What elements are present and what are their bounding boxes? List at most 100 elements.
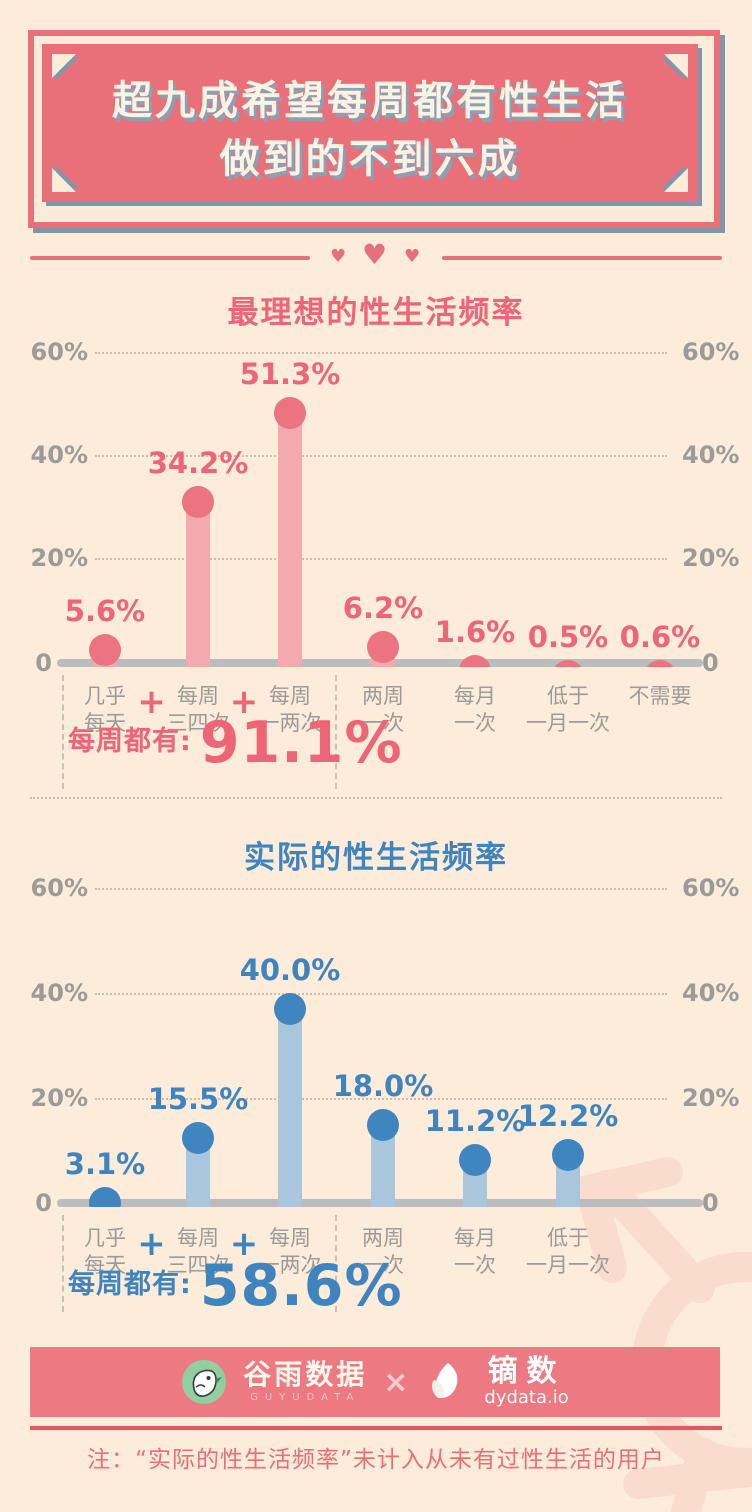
main-title-line2: 做到的不到六成 (219, 136, 521, 182)
corner-triangle-top-left (52, 54, 76, 78)
y-zero-label-right: 0 (702, 649, 719, 677)
category-label: 低于 一月一次 (502, 683, 634, 737)
summary-bracket-line (62, 675, 64, 789)
y-tick-label-right: 60% (682, 874, 740, 902)
grid-line (95, 1098, 667, 1100)
title-frame (28, 30, 720, 228)
lollipop-dot (367, 1108, 399, 1141)
y-zero-label-right: 0 (702, 1189, 719, 1217)
lollipop-bar (278, 411, 302, 667)
lollipop-dot (274, 397, 306, 430)
dydata-logo-text: 镝数 dydata.io (484, 1356, 568, 1408)
lollipop-dot (552, 660, 584, 667)
category-label: 每周 三四次 (132, 1225, 264, 1279)
lollipop-clip-area (0, 828, 752, 1207)
summary-bracket-line (335, 675, 337, 789)
category-label-line: 一次 (362, 711, 404, 735)
section-separator (30, 797, 722, 799)
lollipop-dot (182, 485, 214, 518)
y-zero-label-left: 0 (35, 1189, 52, 1217)
weekly-summary: 每周都有: 58.6% (68, 1258, 403, 1315)
value-label: 3.1% (64, 1146, 146, 1181)
category-label-line: 一两次 (258, 1253, 322, 1277)
lollipop-dot (644, 659, 676, 667)
weekly-summary-label: 每周都有: (68, 1269, 192, 1300)
category-label-line: 每月 (454, 1226, 496, 1250)
lollipop-dot (459, 1144, 491, 1177)
weekly-summary: 每周都有: 91.1% (68, 710, 403, 776)
y-zero-label-left: 0 (35, 649, 52, 677)
lollipop-clip-area (0, 285, 752, 667)
footer-accent-line (30, 1426, 722, 1430)
category-label-line: 每月 (454, 684, 496, 708)
lollipop-dot (89, 1186, 121, 1207)
corner-triangle-bottom-right (664, 168, 688, 192)
lollipop-dot (89, 633, 121, 666)
lollipop-bar (186, 499, 210, 667)
y-tick-label-left: 20% (30, 544, 88, 572)
category-label-line: 每周 (269, 1226, 311, 1250)
y-tick-label-left: 40% (30, 979, 88, 1007)
category-label: 低于 一月一次 (502, 1225, 634, 1279)
value-label: 15.5% (147, 1081, 249, 1116)
category-label-line: 低于 (547, 1226, 589, 1250)
category-label-line: 几乎 (84, 684, 126, 708)
category-label: 每月 一次 (409, 683, 541, 737)
chart-title: 最理想的性生活频率 (227, 295, 525, 331)
category-label: 每周 一两次 (224, 1225, 356, 1279)
main-title-line1: 超九成希望每周都有性生活 (112, 78, 628, 124)
y-tick-label-left: 40% (30, 441, 88, 469)
weekly-summary-value: 91.1% (199, 710, 403, 776)
category-label-line: 一月一次 (526, 711, 610, 735)
category-label: 两周 一次 (317, 1225, 449, 1279)
category-label: 不需要 (594, 683, 726, 710)
category-label-line: 几乎 (84, 1226, 126, 1250)
value-label: 34.2% (147, 445, 249, 480)
grid-line (95, 455, 667, 457)
category-label-line: 每周 (177, 684, 219, 708)
y-tick-label-right: 40% (682, 441, 740, 469)
lollipop-dot (182, 1121, 214, 1154)
category-label-line: 一两次 (258, 711, 322, 735)
footer-logo-bar: 谷雨数据 GUYUDATA × 镝数 dydata.io (30, 1347, 720, 1417)
category-label-line: 三四次 (166, 1253, 230, 1277)
chart-ideal-frequency: 最理想的性生活频率 60% 60% 40% 40% 20% 20% 0 0 5.6% 34.2% 51… (0, 285, 752, 797)
value-label: 0.5% (527, 620, 609, 655)
y-tick-label-right: 20% (682, 544, 740, 572)
category-label: 两周 一次 (317, 683, 449, 737)
y-tick-label-right: 40% (682, 979, 740, 1007)
category-label-line: 低于 (547, 684, 589, 708)
category-label-line: 三四次 (166, 711, 230, 735)
category-label-line: 每天 (84, 1253, 126, 1277)
category-label-line: 每周 (177, 1226, 219, 1250)
category-label: 几乎 每天 (39, 1225, 171, 1279)
category-label-line: 每天 (84, 711, 126, 735)
footnote: 注：“实际的性生活频率”未计入从未有过性生活的用户 (87, 1447, 665, 1473)
summary-bracket-line (335, 1215, 337, 1312)
value-label: 1.6% (434, 614, 516, 649)
lollipop-dot (552, 1138, 584, 1171)
value-label: 11.2% (424, 1104, 526, 1139)
plus-icon: + (229, 1224, 259, 1264)
grid-line (95, 993, 667, 995)
category-label-line: 两周 (362, 1226, 404, 1250)
chart-actual-frequency: 实际的性生活频率 60% 60% 40% 40% 20% 20% 0 0 3.1% 15.5% 40.… (0, 828, 752, 1315)
lollipop-dot (367, 630, 399, 663)
lollipop-bar (278, 1007, 302, 1207)
category-label: 每周 一两次 (224, 683, 356, 737)
category-label: 每月 一次 (409, 1225, 541, 1279)
summary-bracket-line (62, 1215, 64, 1312)
plus-icon: + (137, 1224, 166, 1264)
y-tick-label-right: 60% (682, 338, 740, 366)
value-label: 0.6% (619, 619, 701, 654)
category-label: 几乎 每天 (39, 683, 171, 737)
guyudata-subtitle: GUYUDATA (250, 1392, 361, 1403)
category-label-line: 每周 (269, 684, 311, 708)
value-label: 12.2% (517, 1098, 619, 1133)
value-label: 5.6% (64, 593, 146, 628)
weekly-summary-label: 每周都有: (68, 726, 192, 757)
heart-icon: ♥ (362, 238, 388, 271)
category-label-line: 一次 (362, 1253, 404, 1277)
category-label: 每周 三四次 (132, 683, 264, 737)
chart-title: 实际的性生活频率 (244, 840, 508, 876)
